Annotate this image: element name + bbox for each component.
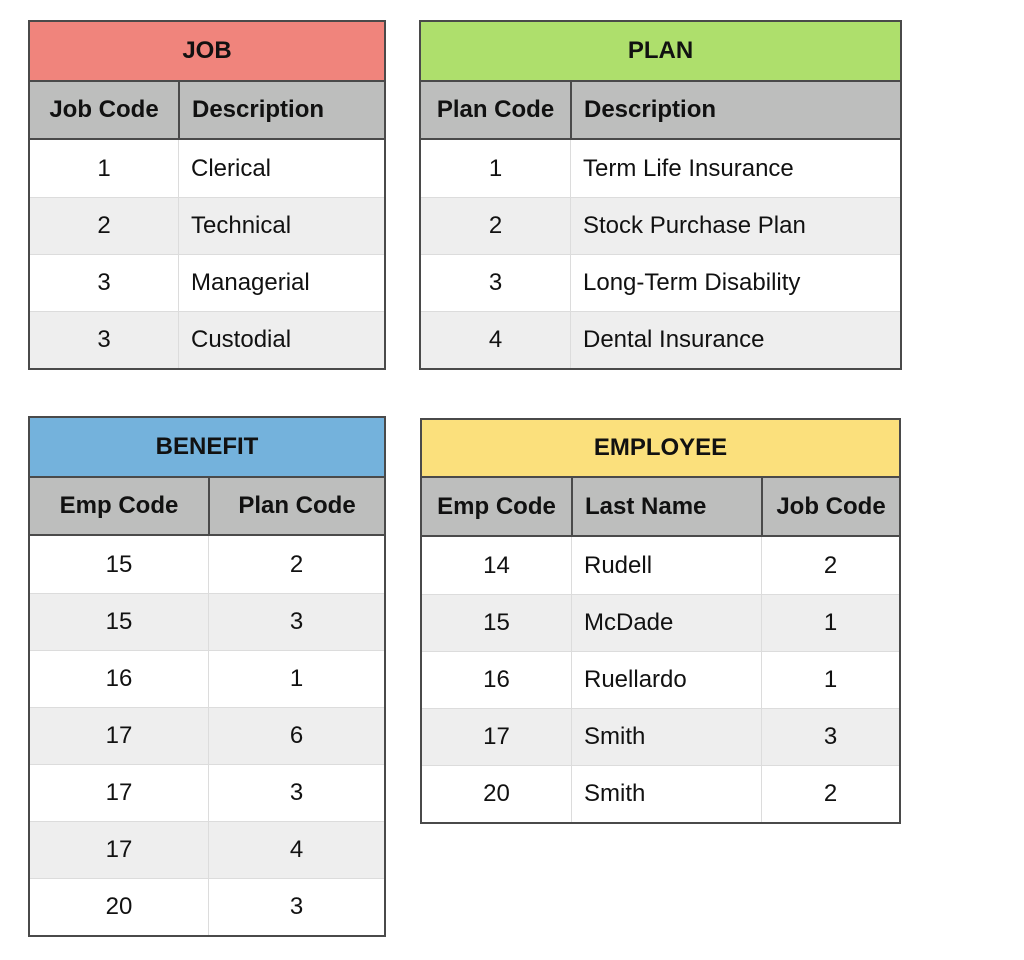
employee-table-cell: 1 (761, 595, 899, 651)
job-table-body: 1 Clerical 2 Technical 3 Managerial 3 Custodial (30, 140, 384, 368)
benefit-table-row: 15 2 (30, 536, 384, 593)
benefit-table-cell: 20 (105, 893, 133, 920)
benefit-col-header: Emp Code (59, 492, 179, 519)
benefit-table-body: 15 2 15 3 16 1 17 6 17 3 17 4 20 3 (30, 536, 384, 935)
benefit-table-cell: 17 (105, 779, 133, 806)
employee-table-row: 15 McDade 1 (422, 594, 899, 651)
plan-table-cell: 4 (488, 326, 503, 353)
employee-col-header: Last Name (571, 478, 761, 535)
benefit-table-cell: 17 (105, 722, 133, 749)
employee-table-row: 20 Smith 2 (422, 765, 899, 822)
employee-table-row: 17 Smith 3 (422, 708, 899, 765)
job-table-cell: 1 (97, 154, 111, 182)
employee-table-cell: Smith (571, 709, 761, 765)
employee-table-title: EMPLOYEE (422, 420, 899, 478)
benefit-table-cell: 3 (208, 594, 384, 650)
benefit-table-cell: 2 (208, 536, 384, 593)
employee-table-body: 14 Rudell 2 15 McDade 1 16 Ruellardo 1 17 Smith 3 20… (422, 537, 899, 822)
plan-table-row: 4 Dental Insurance (421, 311, 900, 368)
job-table-cell: Clerical (178, 140, 384, 197)
plan-table-title: PLAN (421, 22, 900, 82)
plan-col-header: Description (570, 82, 900, 138)
job-table-cell: Technical (178, 198, 384, 254)
benefit-table-title: BENEFIT (30, 418, 384, 478)
plan-table-row: 3 Long-Term Disability (421, 254, 900, 311)
employee-table-cell: 17 (483, 723, 510, 750)
plan-table-row: 2 Stock Purchase Plan (421, 197, 900, 254)
plan-table-cell: 2 (488, 212, 503, 239)
job-table: JOB Job Code Description 1 Clerical 2 Techn… (28, 20, 386, 370)
plan-table-cell: 1 (488, 154, 503, 182)
job-table-title: JOB (30, 22, 384, 82)
benefit-table-cell: 4 (208, 822, 384, 878)
plan-table-cell: Dental Insurance (570, 312, 900, 368)
benefit-table-cell: 1 (208, 651, 384, 707)
employee-table-cell: Rudell (571, 537, 761, 594)
employee-table-cell: 16 (483, 666, 510, 693)
job-table-row: 2 Technical (30, 197, 384, 254)
plan-table-body: 1 Term Life Insurance 2 Stock Purchase Plan… (421, 140, 900, 368)
job-table-cell: 2 (97, 212, 111, 239)
plan-table-row: 1 Term Life Insurance (421, 140, 900, 197)
employee-table-cell: 2 (761, 766, 899, 822)
employee-table-cell: 20 (483, 780, 510, 807)
plan-col-header: Plan Code (436, 96, 555, 123)
employee-table-cell: Ruellardo (571, 652, 761, 708)
job-table-cell: 3 (97, 269, 111, 296)
job-table-cell: 3 (97, 326, 111, 353)
benefit-table-row: 15 3 (30, 593, 384, 650)
benefit-table-cell: 16 (105, 665, 133, 692)
benefit-col-header: Plan Code (208, 478, 384, 534)
plan-table-cell: Stock Purchase Plan (570, 198, 900, 254)
benefit-table-cell: 15 (105, 550, 133, 578)
plan-table-cell: Long-Term Disability (570, 255, 900, 311)
job-table-row: 3 Custodial (30, 311, 384, 368)
benefit-table-cell: 17 (105, 836, 133, 863)
plan-table-cell: Term Life Insurance (570, 140, 900, 197)
employee-table-row: 14 Rudell 2 (422, 537, 899, 594)
plan-table-cell: 3 (488, 269, 503, 296)
employee-table-cell: 15 (483, 609, 510, 636)
employee-table-cell: 1 (761, 652, 899, 708)
benefit-table-cell: 3 (208, 765, 384, 821)
benefit-table-cell: 6 (208, 708, 384, 764)
benefit-table-cell: 3 (208, 879, 384, 935)
benefit-table-row: 20 3 (30, 878, 384, 935)
benefit-table-row: 17 3 (30, 764, 384, 821)
job-table-row: 3 Managerial (30, 254, 384, 311)
benefit-table-row: 17 6 (30, 707, 384, 764)
employee-header-row: Emp Code Last Name Job Code (422, 478, 899, 537)
employee-table-row: 16 Ruellardo 1 (422, 651, 899, 708)
employee-table-cell: 14 (483, 551, 510, 579)
job-table-row: 1 Clerical (30, 140, 384, 197)
employee-col-header: Job Code (761, 478, 899, 535)
benefit-table-row: 17 4 (30, 821, 384, 878)
employee-table-cell: 2 (761, 537, 899, 594)
benefit-header-row: Emp Code Plan Code (30, 478, 384, 536)
job-header-row: Job Code Description (30, 82, 384, 140)
employee-table-cell: 3 (761, 709, 899, 765)
employee-table: EMPLOYEE Emp Code Last Name Job Code 14 R… (420, 418, 901, 824)
job-table-cell: Managerial (178, 255, 384, 311)
benefit-table-row: 16 1 (30, 650, 384, 707)
benefit-table: BENEFIT Emp Code Plan Code 15 2 15 3 16 1 17 6 1… (28, 416, 386, 937)
employee-table-cell: Smith (571, 766, 761, 822)
plan-header-row: Plan Code Description (421, 82, 900, 140)
job-table-cell: Custodial (178, 312, 384, 368)
employee-table-cell: McDade (571, 595, 761, 651)
employee-col-header: Emp Code (437, 492, 556, 520)
job-col-header: Description (178, 82, 384, 138)
plan-table: PLAN Plan Code Description 1 Term Life In… (419, 20, 902, 370)
benefit-table-cell: 15 (105, 608, 133, 635)
job-col-header: Job Code (49, 96, 159, 123)
